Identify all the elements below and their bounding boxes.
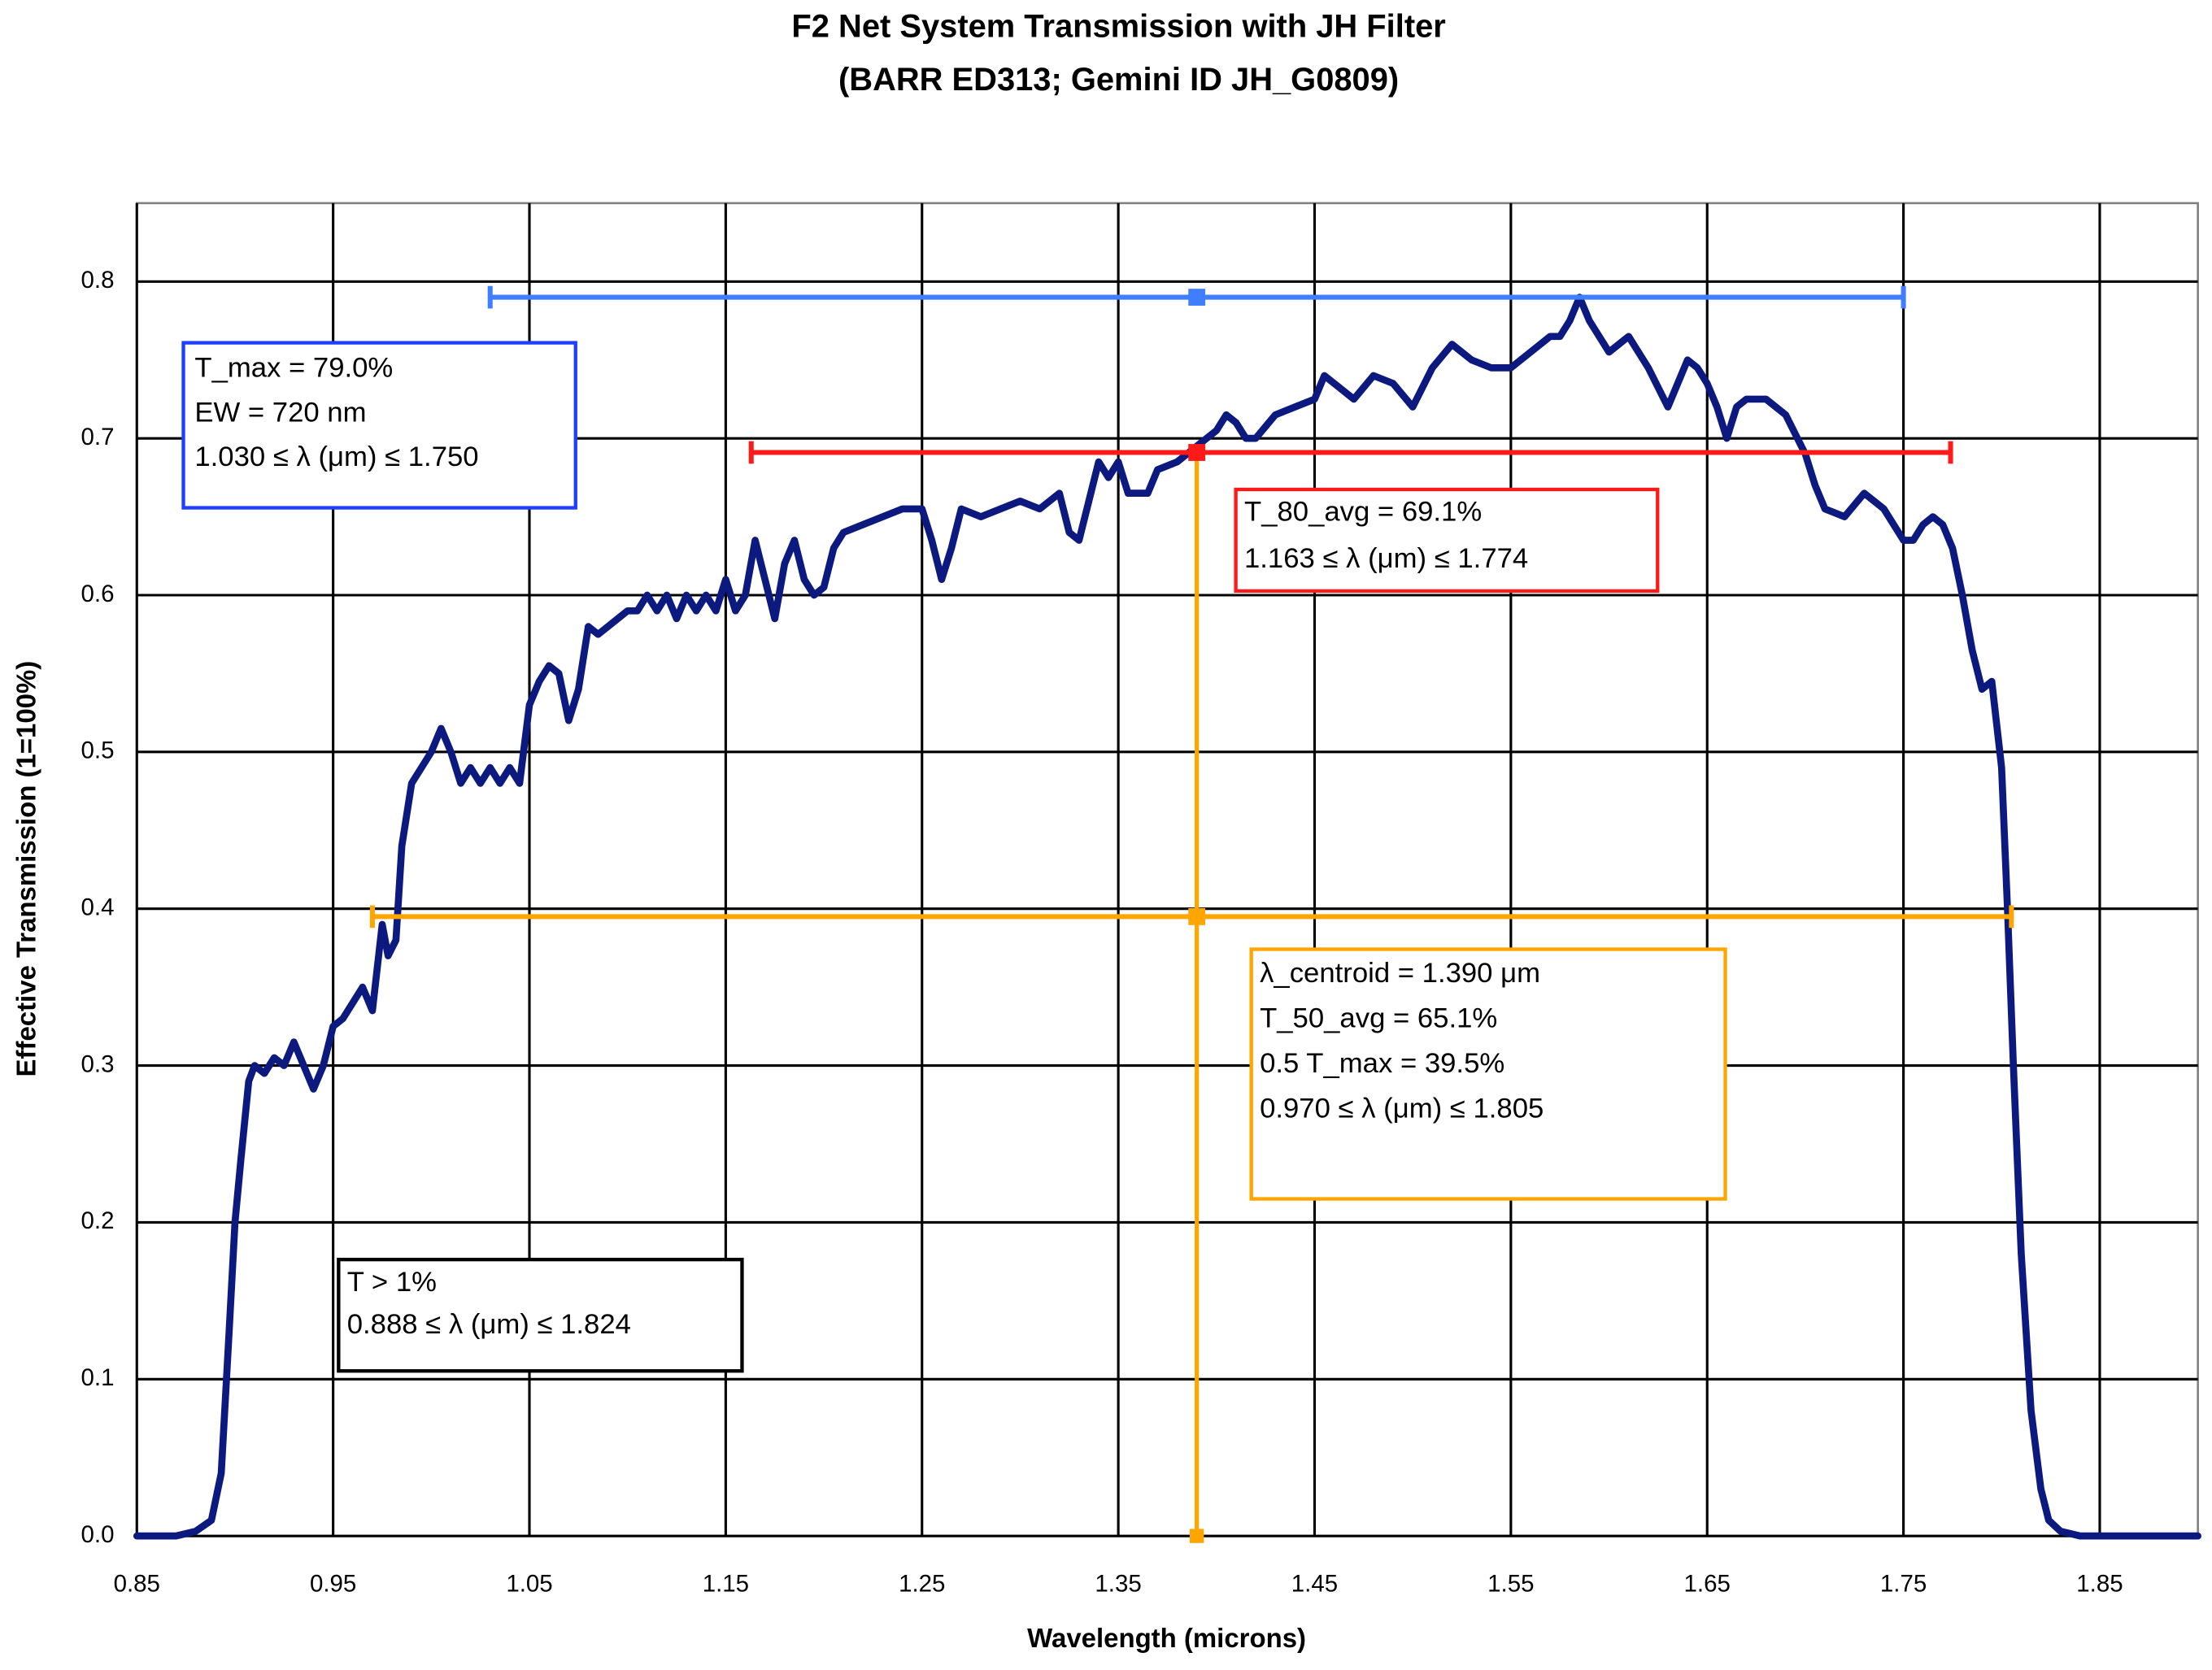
x-tick-label: 1.65 — [1684, 1571, 1731, 1598]
x-tick-label: 1.45 — [1291, 1571, 1338, 1598]
y-tick-label: 0.2 — [81, 1207, 115, 1234]
y-tick-label: 0.0 — [81, 1521, 115, 1548]
x-tick-label: 0.85 — [114, 1571, 160, 1598]
annotation-box — [337, 1257, 744, 1373]
y-tick-label: 0.1 — [81, 1364, 115, 1391]
annotation-text: T_80_avg = 69.1% — [1244, 497, 1482, 528]
y-tick-label: 0.7 — [81, 424, 115, 450]
chart-title: F2 Net System Transmission with JH Filte… — [791, 8, 1445, 44]
annotation-text: λ_centroid = 1.390 μm — [1260, 958, 1540, 989]
annotation-text: EW = 720 nm — [194, 397, 366, 428]
annotation-text: 0.5 T_max = 39.5% — [1260, 1048, 1504, 1079]
annotation-text: T > 1% — [347, 1267, 437, 1298]
annotation-text: 0.970 ≤ λ (μm) ≤ 1.805 — [1260, 1093, 1544, 1124]
annotation-text: T_max = 79.0% — [194, 353, 393, 384]
x-tick-label: 1.75 — [1880, 1571, 1927, 1598]
annotation-text: 0.888 ≤ λ (μm) ≤ 1.824 — [347, 1309, 631, 1340]
range-center — [1188, 444, 1206, 461]
centroid-marker — [1189, 1529, 1204, 1543]
annotation-text: T_50_avg = 65.1% — [1260, 1002, 1497, 1033]
y-tick-label: 0.6 — [81, 581, 115, 607]
annotation-text: 1.030 ≤ λ (μm) ≤ 1.750 — [194, 441, 478, 472]
range-center — [1188, 289, 1206, 306]
y-tick-label: 0.8 — [81, 267, 115, 294]
y-axis-label: Effective Transmission (1=100%) — [11, 661, 41, 1077]
x-tick-label: 1.15 — [703, 1571, 749, 1598]
x-axis-label: Wavelength (microns) — [1027, 1623, 1306, 1653]
annotation-box — [1249, 947, 1727, 1201]
data-line — [133, 294, 2201, 1540]
y-tick-label: 0.4 — [81, 894, 115, 920]
y-tick-label: 0.3 — [81, 1050, 115, 1077]
x-tick-label: 1.25 — [899, 1571, 945, 1598]
annotation-box — [181, 341, 577, 510]
chart-subtitle: (BARR ED313; Gemini ID JH_G0809) — [838, 62, 1399, 98]
x-tick-label: 1.35 — [1095, 1571, 1141, 1598]
y-tick-label: 0.5 — [81, 737, 115, 764]
x-tick-label: 1.85 — [2076, 1571, 2123, 1598]
annotation-text: 1.163 ≤ λ (μm) ≤ 1.774 — [1244, 543, 1528, 574]
x-tick-label: 0.95 — [310, 1571, 356, 1598]
x-tick-label: 1.05 — [506, 1571, 552, 1598]
x-tick-label: 1.55 — [1487, 1571, 1534, 1598]
annotation-box — [1234, 487, 1660, 594]
range-center — [1188, 907, 1206, 925]
